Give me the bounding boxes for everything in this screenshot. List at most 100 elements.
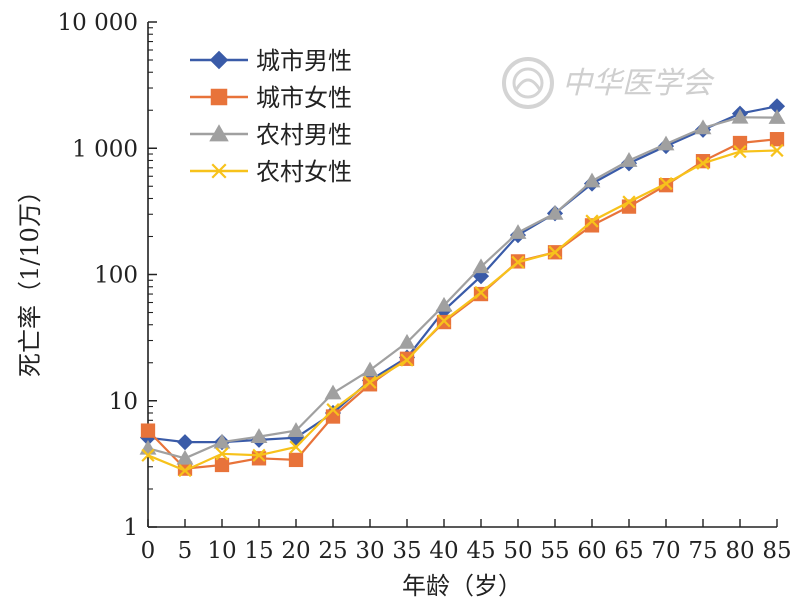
data-point bbox=[731, 108, 749, 124]
x-marker-stroke bbox=[585, 214, 599, 228]
data-point bbox=[176, 434, 194, 451]
data-point bbox=[696, 156, 710, 170]
x-tick-label: 85 bbox=[762, 538, 791, 564]
x-marker-stroke bbox=[733, 145, 747, 159]
data-point bbox=[622, 195, 636, 209]
data-point bbox=[694, 119, 712, 135]
x-marker-stroke bbox=[474, 285, 488, 300]
data-point bbox=[215, 447, 229, 461]
data-point bbox=[141, 448, 155, 462]
x-tick-label: 5 bbox=[178, 538, 193, 564]
data-point bbox=[474, 285, 488, 300]
data-point bbox=[770, 143, 784, 158]
x-marker-stroke bbox=[363, 375, 377, 389]
x-marker-stroke bbox=[252, 448, 266, 462]
watermark: 中华医学会 bbox=[502, 57, 715, 109]
x-tick-label: 65 bbox=[614, 538, 643, 564]
data-point bbox=[178, 463, 192, 478]
x-marker-stroke bbox=[622, 195, 636, 209]
data-point bbox=[326, 403, 340, 417]
data-point bbox=[768, 98, 786, 115]
series-line bbox=[147, 105, 778, 444]
data-point bbox=[289, 440, 303, 454]
y-tick-label: 1 000 bbox=[72, 136, 138, 162]
x-marker-stroke bbox=[289, 440, 303, 454]
x-tick-label: 35 bbox=[392, 538, 421, 564]
series-line bbox=[147, 149, 778, 472]
y-tick-label: 1 bbox=[123, 515, 138, 541]
x-tick-label: 0 bbox=[141, 538, 156, 564]
x-tick-label: 30 bbox=[355, 538, 384, 564]
series-1 bbox=[139, 98, 786, 451]
x-marker-stroke bbox=[141, 448, 155, 462]
legend-swatch-marker bbox=[209, 50, 229, 70]
x-marker-stroke bbox=[548, 245, 562, 259]
data-point bbox=[363, 375, 377, 389]
data-point bbox=[585, 214, 599, 228]
x-axis-title: 年龄（岁） bbox=[402, 572, 522, 600]
x-marker-stroke bbox=[400, 353, 414, 367]
x-tick-label: 10 bbox=[207, 538, 236, 564]
data-point bbox=[733, 145, 747, 159]
data-point bbox=[139, 439, 157, 455]
y-axis-title: 死亡率（1/10万） bbox=[16, 179, 44, 377]
data-point bbox=[769, 132, 785, 147]
data-point bbox=[548, 245, 562, 259]
series-group bbox=[139, 98, 786, 478]
data-point bbox=[287, 422, 305, 437]
legend-label: 农村女性 bbox=[256, 158, 352, 186]
legend-swatch-marker bbox=[210, 88, 228, 106]
data-point bbox=[583, 172, 601, 188]
x-tick-label: 75 bbox=[688, 538, 717, 564]
society-emblem-icon bbox=[502, 57, 554, 109]
x-marker-stroke bbox=[326, 403, 340, 417]
data-point bbox=[546, 204, 564, 220]
legend-item: 城市女性 bbox=[190, 84, 352, 112]
x-tick-label: 50 bbox=[503, 538, 532, 564]
legend-label: 城市男性 bbox=[256, 47, 352, 75]
series-4 bbox=[141, 143, 784, 478]
data-point bbox=[214, 457, 230, 473]
y-tick-label: 10 bbox=[109, 389, 138, 415]
y-tick-label: 100 bbox=[94, 263, 138, 289]
data-point bbox=[584, 218, 600, 233]
x-tick-label: 15 bbox=[244, 538, 273, 564]
watermark-text: 中华医学会 bbox=[562, 66, 715, 101]
data-point bbox=[288, 452, 304, 468]
data-point bbox=[398, 333, 416, 349]
data-point bbox=[620, 152, 638, 167]
y-tick-label: 10 000 bbox=[58, 10, 138, 36]
data-point bbox=[437, 314, 451, 328]
data-point bbox=[400, 353, 414, 367]
data-point bbox=[177, 461, 193, 476]
x-tick-label: 20 bbox=[281, 538, 310, 564]
data-point bbox=[472, 258, 490, 274]
data-point bbox=[250, 428, 268, 443]
legend-label: 农村男性 bbox=[256, 121, 352, 149]
axes: 1 10 100 1 000 10 000 0 5 10 15 20 25 30 35 40 45 50 55 6… bbox=[58, 10, 792, 564]
data-point bbox=[176, 449, 194, 465]
data-point bbox=[324, 384, 342, 400]
series-line bbox=[147, 116, 778, 460]
x-tick-label: 60 bbox=[577, 538, 606, 564]
x-marker-stroke bbox=[215, 447, 229, 461]
x-marker-stroke bbox=[437, 314, 451, 328]
series-2 bbox=[140, 132, 785, 476]
series-3 bbox=[139, 108, 786, 465]
x-marker-stroke bbox=[211, 163, 227, 179]
data-point bbox=[325, 409, 341, 424]
x-marker-stroke bbox=[178, 463, 192, 478]
x-tick-label: 55 bbox=[540, 538, 569, 564]
data-point bbox=[768, 109, 786, 124]
data-point bbox=[361, 361, 379, 377]
x-tick-label: 80 bbox=[725, 538, 754, 564]
x-tick-label: 70 bbox=[651, 538, 680, 564]
legend-swatch-marker bbox=[211, 163, 227, 179]
data-point bbox=[511, 255, 525, 269]
x-tick-label: 25 bbox=[318, 538, 347, 564]
data-point bbox=[657, 135, 675, 151]
series-line bbox=[147, 138, 778, 470]
x-marker-stroke bbox=[511, 255, 525, 269]
